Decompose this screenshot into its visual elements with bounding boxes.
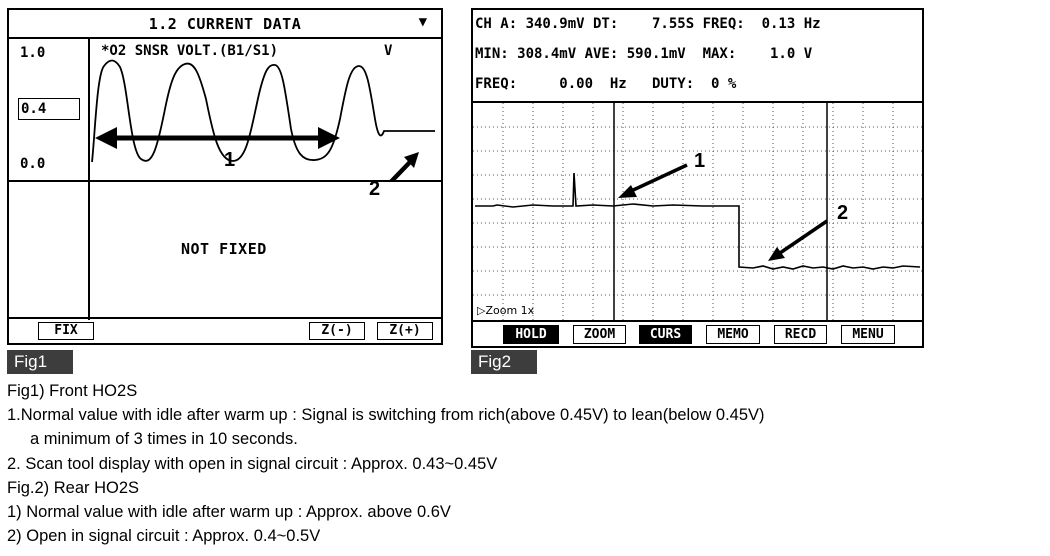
scope-plot: 1 2 xyxy=(473,103,922,322)
rear-o2-trace xyxy=(475,172,921,270)
lower-left-column xyxy=(9,182,90,320)
scope-button-bar: HOLD ZOOM CURS MEMO RECD MENU xyxy=(473,320,922,346)
current-data-titlebar: 1.2 CURRENT DATA ▼ xyxy=(9,10,441,39)
caption-line-3: a minimum of 3 times in 10 seconds. xyxy=(30,430,298,448)
caption-line-4: 2. Scan tool display with open in signal… xyxy=(7,455,498,473)
y-axis-reference-box[interactable]: 0.4 xyxy=(18,98,80,120)
fig1-tag: Fig1 xyxy=(7,350,73,374)
menu-button[interactable]: MENU xyxy=(841,325,895,344)
label-2: 2 xyxy=(369,178,380,200)
zoom-in-button[interactable]: Z(+) xyxy=(377,322,433,340)
parameter-name: *O2 SNSR VOLT.(B1/S1) xyxy=(101,43,279,59)
recd-button[interactable]: RECD xyxy=(774,325,827,344)
o2-sensor-waveform: 1 xyxy=(91,59,435,182)
min-ave-max-readout: MIN: 308.4mV AVE: 590.1mV MAX: 1.0 V xyxy=(475,46,813,62)
curs-button[interactable]: CURS xyxy=(639,325,692,344)
arrow-left-icon xyxy=(95,127,117,149)
caption-line-6: 1) Normal value with idle after warm up … xyxy=(7,503,451,521)
label-2-layer: 2 xyxy=(369,178,380,200)
scan-tool-button-bar: FIX Z(-) Z(+) xyxy=(9,317,441,343)
scope-grid xyxy=(473,103,922,322)
fix-button[interactable]: FIX xyxy=(38,322,94,340)
arrow-right-icon xyxy=(318,127,340,149)
memo-button[interactable]: MEMO xyxy=(706,325,760,344)
zoom-button[interactable]: ZOOM xyxy=(573,325,626,344)
caption-line-7: 2) Open in signal circuit : Approx. 0.4~… xyxy=(7,527,321,545)
zoom-level: ▷Zoom 1x xyxy=(477,304,535,317)
caption-line-1: Fig1) Front HO2S xyxy=(7,382,138,400)
caption-line-5: Fig.2) Rear HO2S xyxy=(7,479,140,497)
zoom-out-button[interactable]: Z(-) xyxy=(309,322,365,340)
label-1: 1 xyxy=(694,150,705,172)
header-divider xyxy=(473,101,922,103)
fig2-tag: Fig2 xyxy=(471,350,537,374)
status-text: NOT FIXED xyxy=(181,240,267,258)
hold-button[interactable]: HOLD xyxy=(503,325,559,344)
channel-a-readout: CH A: 340.9mV DT: 7.55S FREQ: 0.13 Hz xyxy=(475,16,821,32)
triangle-icon: ▷ xyxy=(477,304,486,317)
arrow-2-icon xyxy=(768,247,785,261)
o2-graph-area: 1.0 0.4 0.0 *O2 SNSR VOLT.(B1/S1) V 1 xyxy=(9,39,441,182)
oscilloscope-screen: CH A: 340.9mV DT: 7.55S FREQ: 0.13 Hz MI… xyxy=(471,8,924,348)
parameter-unit: V xyxy=(384,43,393,59)
o2-signal-trace xyxy=(91,59,435,163)
y-axis-column: 1.0 0.4 0.0 xyxy=(9,39,90,180)
current-data-title: 1.2 CURRENT DATA xyxy=(148,15,302,33)
arrow-diagonal-icon xyxy=(404,152,419,168)
label-2: 2 xyxy=(837,202,848,224)
dropdown-arrow-icon[interactable]: ▼ xyxy=(418,14,427,30)
y-axis-min-label: 0.0 xyxy=(20,156,46,172)
y-axis-max-label: 1.0 xyxy=(20,45,46,61)
label-1: 1 xyxy=(224,149,235,171)
caption-line-2: 1.Normal value with idle after warm up :… xyxy=(7,406,765,424)
arrow-1-icon xyxy=(618,185,637,198)
freq-duty-readout: FREQ: 0.00 Hz DUTY: 0 % xyxy=(475,76,737,92)
scan-tool-screen: 1.2 CURRENT DATA ▼ 1.0 0.4 0.0 *O2 SNSR … xyxy=(7,8,443,345)
